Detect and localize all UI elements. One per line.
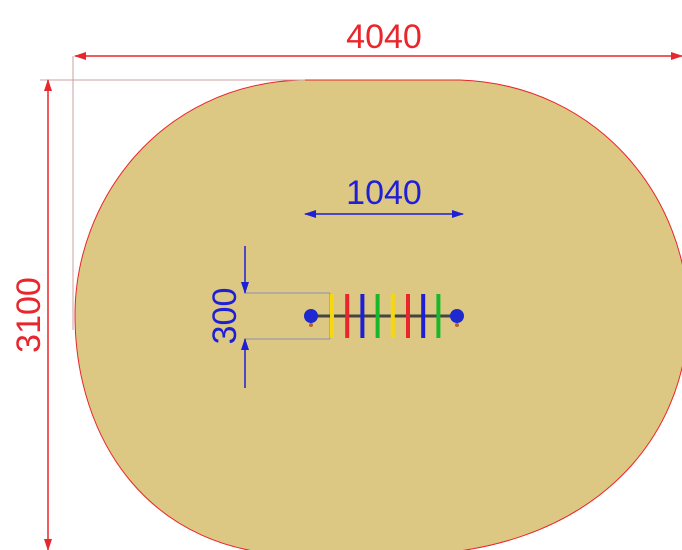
equipment-top-view xyxy=(304,294,464,338)
equipment-bars xyxy=(330,294,441,338)
overall-height-label: 3100 xyxy=(10,277,48,353)
equipment-post-right xyxy=(450,309,464,323)
equipment-post-left-base xyxy=(309,323,313,327)
equipment-post-right-base xyxy=(455,323,459,327)
equipment-width-label: 300 xyxy=(206,288,244,345)
equipment-post-left xyxy=(304,309,318,323)
equipment-length-label: 1040 xyxy=(346,174,422,212)
overall-width-label: 4040 xyxy=(346,18,422,56)
